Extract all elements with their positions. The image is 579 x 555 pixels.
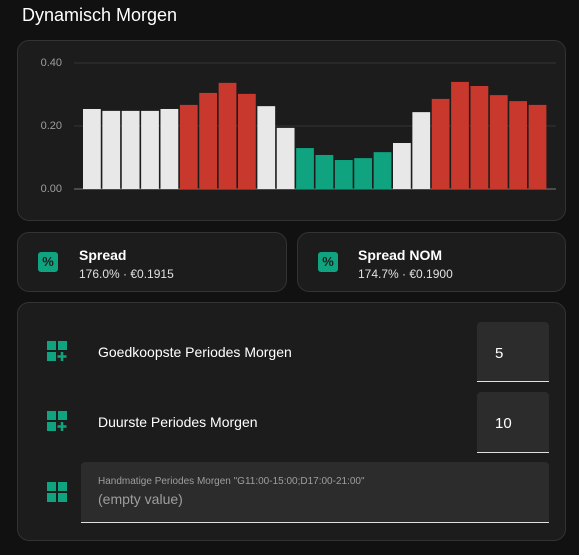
bar (315, 154, 334, 189)
bar (489, 95, 508, 189)
chart-card: 0.00 0.20 0.40 (17, 40, 566, 221)
bar (238, 93, 256, 189)
sensor-card[interactable]: % Spread 176.0% · €0.1915 (17, 232, 287, 292)
input-icon (47, 482, 67, 502)
input-label: Duurste Periodes Morgen (98, 414, 258, 430)
input-label: Goedkoopste Periodes Morgen (98, 344, 292, 360)
bar (393, 143, 411, 189)
number-input[interactable]: 5 (477, 322, 549, 382)
input-icon (47, 411, 67, 431)
sensor-name: Spread NOM (358, 247, 443, 263)
text-input[interactable]: Handmatige Periodes Morgen "G11:00-15:00… (81, 462, 549, 523)
sensor-card[interactable]: % Spread NOM 174.7% · €0.1900 (297, 232, 566, 292)
bar (354, 158, 373, 189)
bar (470, 85, 489, 189)
svg-text:%: % (322, 254, 334, 269)
sensor-icon: % (318, 252, 338, 272)
bar (199, 92, 218, 189)
sensor-state: 176.0% · €0.1915 (79, 267, 174, 281)
bar (102, 110, 121, 189)
sensor-name: Spread (79, 247, 127, 263)
bar (121, 110, 140, 189)
inputs-card: Goedkoopste Periodes Morgen 5 Duurste Pe… (17, 302, 566, 541)
y-tick-label: 0.40 (41, 57, 62, 69)
sensor-state: 174.7% · €0.1900 (358, 267, 453, 281)
y-tick-label: 0.20 (41, 120, 62, 132)
page-title: Dynamisch Morgen (22, 5, 178, 25)
bar (373, 152, 392, 189)
text-input-value: (empty value) (98, 491, 183, 507)
bar (257, 106, 276, 189)
chart: 0.00 0.20 0.40 (41, 57, 556, 195)
number-input[interactable]: 10 (477, 392, 549, 453)
bar (179, 104, 198, 189)
bar (276, 127, 295, 189)
bar (141, 110, 159, 189)
bar (334, 160, 353, 189)
bar (412, 112, 431, 189)
sensor-icon: % (38, 252, 58, 272)
bar (296, 148, 314, 189)
text-input-label: Handmatige Periodes Morgen "G11:00-15:00… (98, 476, 365, 487)
svg-text:%: % (42, 254, 54, 269)
bar (83, 108, 101, 189)
bar (528, 104, 547, 189)
bar (451, 81, 469, 189)
bar (431, 98, 450, 189)
input-icon (47, 341, 67, 361)
bar (218, 82, 237, 189)
bar (160, 108, 179, 189)
bar (509, 101, 528, 189)
y-tick-label: 0.00 (41, 183, 62, 195)
